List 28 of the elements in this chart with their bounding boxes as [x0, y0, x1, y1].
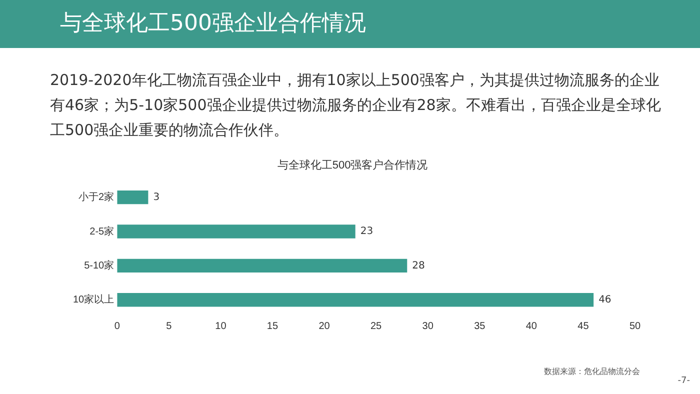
bar — [117, 190, 148, 204]
bar — [117, 293, 594, 307]
data-label: 28 — [412, 260, 425, 272]
bar — [117, 258, 408, 273]
x-tick-label: 50 — [629, 320, 641, 332]
text: -7- — [676, 376, 690, 386]
text: 2019-2020年化工物流百强企业中，拥有10家以上500强客户，为其提供过物流服务的企业有46家；为5-10家500强企业提供过物流服务的企业有28家。不难看出，百强企业是全球化工500强企业重要的物流合作伙伴。 — [50, 70, 662, 141]
x-tick-label: 0 — [114, 320, 120, 332]
x-tick-label: 35 — [474, 320, 486, 332]
data-label: 23 — [360, 226, 374, 238]
x-tick-label: 45 — [578, 320, 590, 332]
x-tick-label: 40 — [526, 320, 538, 332]
x-tick-label: 30 — [422, 320, 434, 332]
x-tick-label: 5 — [166, 320, 172, 332]
y-tick-label: 10家以上 — [73, 294, 114, 306]
y-tick-label: 5-10家 — [84, 259, 114, 272]
data-label: 46 — [598, 294, 612, 306]
x-tick-label: 15 — [266, 320, 278, 332]
x-tick-label: 10 — [215, 320, 227, 332]
chart-title: 与全球化工500强客户合作情况 — [277, 158, 428, 172]
y-tick-label: 2-5家 — [90, 225, 114, 238]
data-label: 3 — [153, 192, 160, 203]
x-tick-label: 20 — [318, 320, 330, 332]
source-note: 数据来源：危化品物流分会 — [543, 366, 640, 377]
x-tick-label: 25 — [370, 320, 382, 332]
bar — [117, 224, 356, 238]
text: 与全球化工500强企业合作情况 — [0, 0, 700, 48]
y-tick-label: 小于2家 — [78, 191, 114, 204]
